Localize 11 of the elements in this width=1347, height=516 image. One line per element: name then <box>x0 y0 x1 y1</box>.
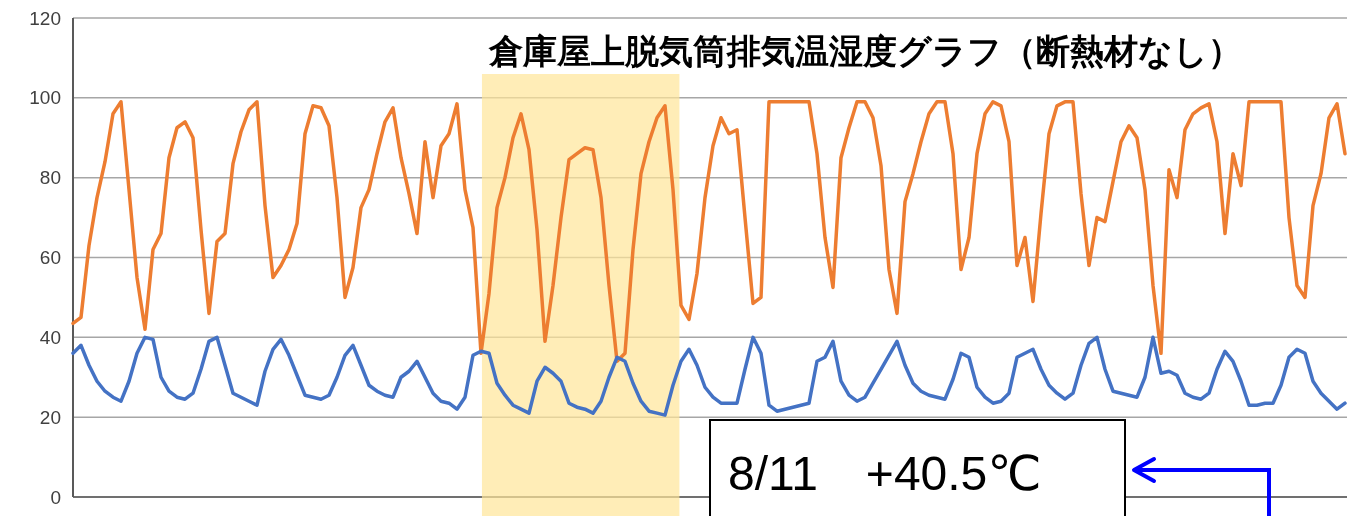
y-tick-label: 40 <box>39 326 61 348</box>
chart-title: 倉庫屋上脱気筒排気温湿度グラフ（断熱材なし） <box>487 32 1242 70</box>
line-series <box>71 100 1347 364</box>
line-series <box>71 335 1347 417</box>
y-tick-label: 20 <box>39 406 61 428</box>
y-tick-label: 0 <box>50 486 61 508</box>
y-tick-label: 60 <box>39 247 61 269</box>
y-tick-label: 120 <box>29 7 61 29</box>
y-tick-label: 100 <box>29 87 61 109</box>
annotation: 8/11 +40.5℃ <box>728 447 1042 500</box>
y-tick-label: 80 <box>39 167 61 189</box>
